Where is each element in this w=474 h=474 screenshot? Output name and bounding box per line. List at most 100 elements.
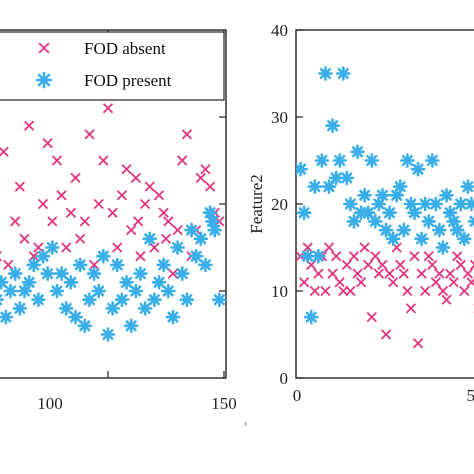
left-fod-absent-point [200,164,211,175]
left-fod-present-point [91,283,107,299]
right-fod-absent-point [352,268,363,279]
right-fod-present-point [318,66,333,81]
right-fod-absent-point [402,285,413,297]
legend-label-fod-present: FOD present [84,71,172,90]
left-fod-absent-point [107,207,118,218]
left-fod-present-point [202,205,218,220]
right-fod-absent-point [384,268,395,279]
right-fod-absent-point [341,259,352,271]
left-fod-absent-point [84,129,95,140]
left-plot-points [0,103,226,342]
left-fod-absent-point [19,233,30,244]
right-fod-present-point [432,222,447,238]
left-fod-present-point [205,214,220,229]
left-fod-absent-point [98,155,109,166]
left-fod-absent-point [51,155,63,166]
right-x-tick-50: 50 [467,386,474,405]
left-fod-absent-point [133,216,144,227]
left-fod-absent-point [130,172,141,184]
left-fod-present-point [119,274,134,290]
right-fod-present-point [396,222,412,238]
right-fod-absent-point [373,268,385,279]
right-fod-absent-point [298,277,310,288]
left-fod-absent-point [14,181,25,192]
right-fod-present-point [364,153,380,168]
left-fod-absent-point [153,190,165,201]
legend-marker-fod-present [35,71,53,89]
left-fod-present-point [193,231,209,247]
left-scatter-plot: 100 150 FOD absent FOD present [0,29,237,413]
right-fod-present-point [414,231,429,247]
left-fod-present-point [35,248,51,264]
left-fod-present-point [45,240,60,255]
right-fod-absent-point [366,311,377,323]
right-fod-absent-point [398,268,409,279]
right-fod-absent-point [313,268,324,279]
left-fod-absent-point [181,129,193,140]
right-fod-absent-point [377,259,388,271]
right-fod-absent-point [387,277,399,288]
left-x-tick-150: 150 [211,394,237,413]
left-fod-absent-point [112,242,123,253]
left-fod-present-point [12,301,28,316]
right-fod-present-point [464,196,474,212]
right-fod-absent-point [345,285,356,297]
right-fod-absent-point [348,251,360,262]
left-fod-present-point [151,274,167,290]
left-fod-present-point [100,327,116,342]
left-fod-present-point [128,283,144,299]
left-fod-absent-point [0,146,9,157]
right-fod-present-point [424,153,440,168]
left-fod-absent-point [149,242,160,253]
left-fod-absent-point [28,251,39,262]
left-fod-absent-point [23,120,35,131]
left-fod-absent-point [37,198,49,210]
right-fod-present-point [449,222,465,238]
right-fod-absent-point [423,251,434,262]
right-fod-present-point [303,309,319,325]
left-x-tick-100: 100 [37,394,63,413]
left-fod-absent-point [135,251,146,262]
right-fod-absent-point [355,277,367,288]
left-fod-absent-point [75,233,86,244]
right-fod-present-point [311,248,326,264]
right-fod-present-point [460,179,474,194]
right-y-tick-30: 30 [271,108,288,127]
left-fod-absent-point [102,103,114,114]
left-fod-present-point [165,309,181,325]
right-fod-present-point [385,231,401,247]
right-fod-absent-point [370,251,381,262]
right-fod-absent-point [380,329,392,340]
left-fod-present-point [86,266,102,281]
right-fod-present-point [321,179,337,194]
right-fod-present-point [346,214,362,229]
right-fod-absent-point [466,277,474,288]
right-y-tick-0: 0 [280,369,289,388]
right-fod-present-point [382,205,397,220]
right-plot-points [296,66,474,349]
left-fod-present-point [188,248,204,264]
left-fod-absent-point [65,207,77,218]
right-fod-present-point [332,153,348,168]
left-fod-present-point [137,301,153,316]
stray-mark: x [244,421,248,428]
left-fod-absent-point [93,198,104,210]
left-fod-absent-point [121,164,132,175]
right-fod-absent-point [334,277,345,288]
left-fod-absent-point [47,216,58,227]
left-fod-present-point [142,231,158,247]
right-fod-present-point [435,240,451,255]
left-fod-absent-point [3,259,14,271]
right-fod-absent-point [309,285,320,297]
left-fod-present-point [147,292,162,308]
right-fod-absent-point [405,303,417,314]
right-fod-absent-point [359,242,370,253]
left-fod-present-point [179,292,195,308]
left-fod-present-point [170,240,185,255]
right-fod-present-point [339,170,355,186]
right-fod-present-point [360,205,376,220]
left-fod-present-point [58,301,74,316]
right-fod-absent-point [363,259,374,271]
right-fod-absent-point [416,268,427,279]
